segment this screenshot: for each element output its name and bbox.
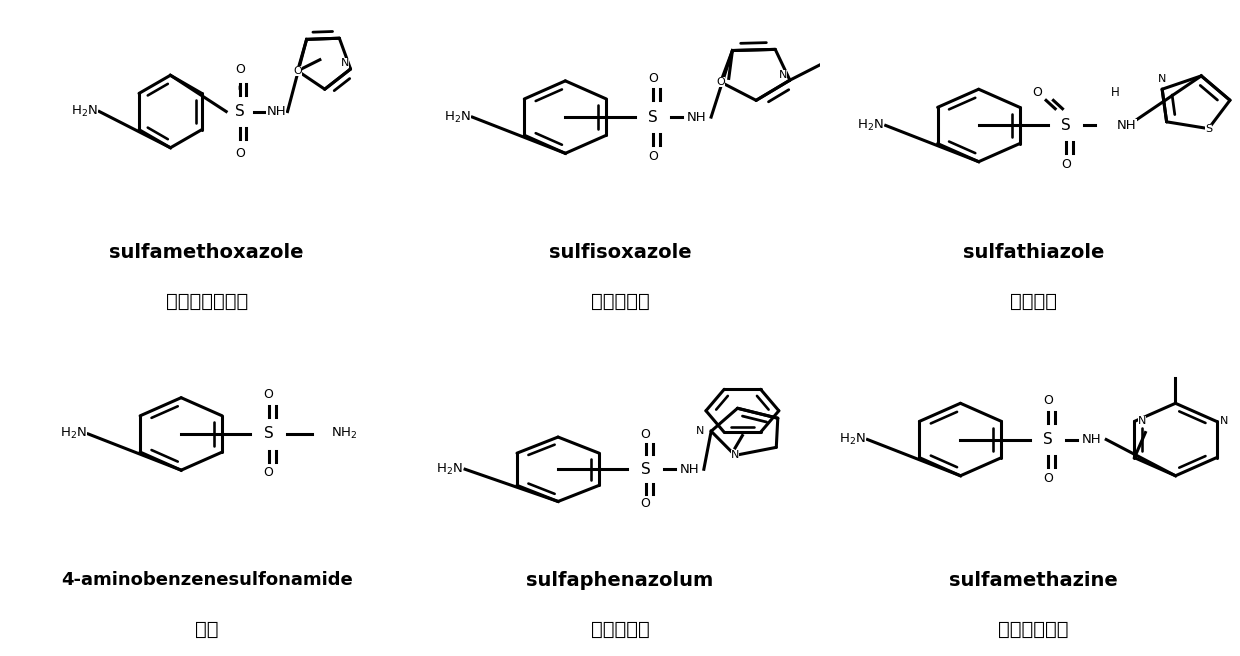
Text: H$_2$N: H$_2$N (436, 462, 464, 477)
Text: N: N (730, 451, 739, 461)
Text: N: N (1158, 73, 1167, 83)
Text: sulfamethoxazole: sulfamethoxazole (109, 243, 304, 262)
Text: S: S (1043, 432, 1053, 447)
Text: H: H (1111, 85, 1120, 98)
Text: 磺胺: 磺胺 (195, 621, 218, 639)
Text: 磺胺甲基异噌唖: 磺胺甲基异噌唖 (166, 293, 248, 311)
Text: NH: NH (1081, 433, 1101, 446)
Text: S: S (236, 104, 246, 119)
Text: 磺胺二甲噕唖: 磺胺二甲噕唖 (998, 621, 1069, 639)
Text: S: S (641, 462, 651, 477)
Text: sulfathiazole: sulfathiazole (962, 243, 1104, 262)
Text: O: O (641, 428, 651, 441)
Text: S: S (1205, 123, 1211, 134)
Text: H$_2$N: H$_2$N (444, 110, 470, 125)
Text: N: N (1220, 417, 1229, 426)
Text: O: O (1043, 394, 1053, 407)
Text: NH: NH (267, 105, 286, 118)
Text: H$_2$N: H$_2$N (60, 426, 87, 441)
Text: O: O (641, 497, 651, 510)
Text: NH$_2$: NH$_2$ (331, 426, 357, 441)
Text: 4-aminobenzenesulfonamide: 4-aminobenzenesulfonamide (61, 571, 352, 590)
Text: O: O (293, 66, 301, 76)
Text: N: N (696, 426, 704, 436)
Text: O: O (1061, 158, 1071, 171)
Text: S: S (1061, 118, 1071, 133)
Text: S: S (264, 426, 274, 441)
Text: H$_2$N: H$_2$N (857, 118, 884, 133)
Text: N: N (341, 58, 350, 68)
Text: sulfisoxazole: sulfisoxazole (548, 243, 692, 262)
Text: N: N (779, 70, 787, 79)
Text: O: O (1043, 472, 1053, 485)
Text: O: O (236, 147, 246, 160)
Text: O: O (236, 63, 246, 76)
Text: O: O (264, 466, 274, 480)
Text: S: S (649, 110, 657, 125)
Text: O: O (717, 77, 725, 87)
Text: H$_2$N: H$_2$N (71, 104, 98, 119)
Text: N: N (1138, 417, 1147, 426)
Text: O: O (264, 388, 274, 401)
Text: sulfamethazine: sulfamethazine (949, 571, 1117, 590)
Text: H$_2$N: H$_2$N (838, 432, 866, 447)
Text: NH: NH (1117, 119, 1137, 132)
Text: 磺胺异噌唖: 磺胺异噌唖 (590, 293, 650, 311)
Text: sulfaphenazolum: sulfaphenazolum (526, 571, 714, 590)
Text: 磺胺塞唖: 磺胺塞唖 (1009, 293, 1056, 311)
Text: 磺胺苯吧唖: 磺胺苯吧唖 (590, 621, 650, 639)
Text: NH: NH (687, 111, 707, 123)
Text: O: O (1032, 85, 1042, 98)
Text: NH: NH (680, 462, 699, 476)
Text: O: O (647, 72, 657, 85)
Text: O: O (647, 150, 657, 163)
